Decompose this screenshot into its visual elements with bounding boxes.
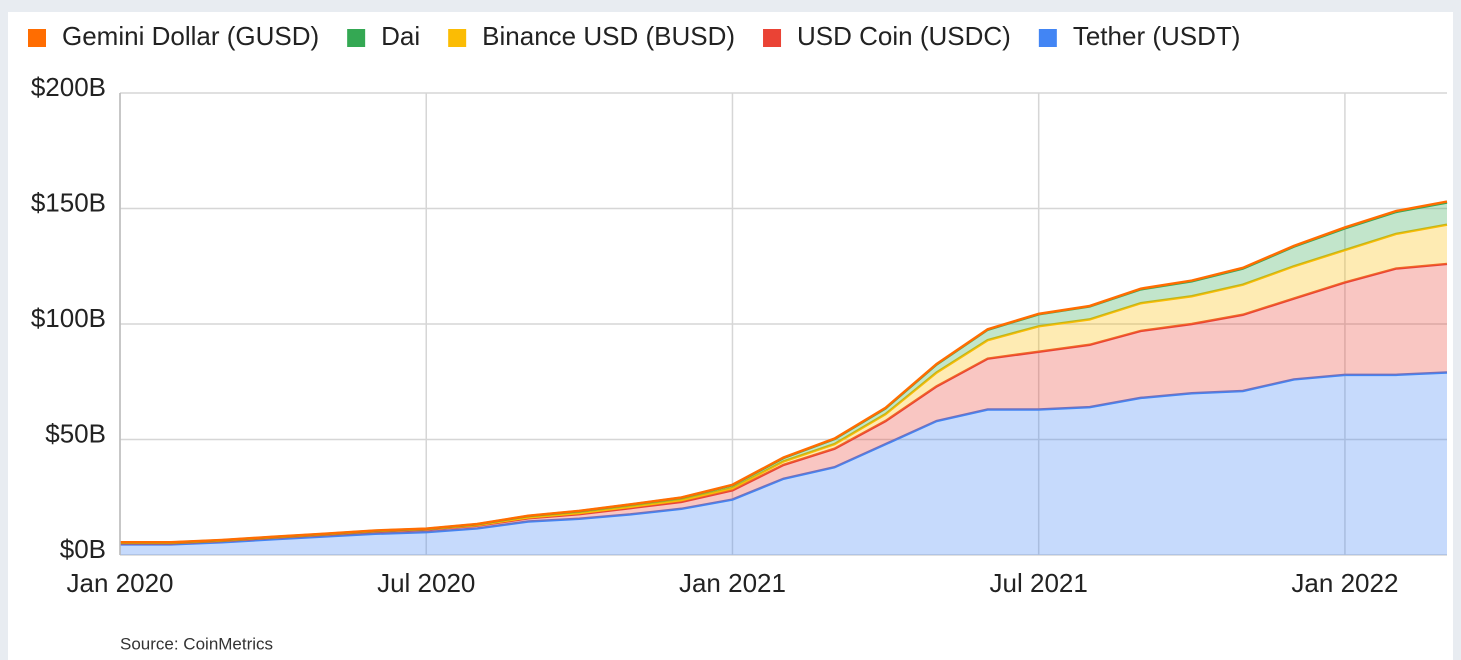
legend-swatch <box>1038 29 1057 47</box>
x-tick-label: Jan 2022 <box>1291 568 1398 598</box>
x-tick-label: Jan 2021 <box>679 568 786 598</box>
legend-swatch <box>763 29 782 47</box>
y-tick-label: $100B <box>31 303 106 333</box>
legend-swatch <box>28 29 46 47</box>
panel <box>8 12 1453 660</box>
y-tick-label: $0B <box>60 534 106 564</box>
x-tick-label: Jul 2021 <box>990 568 1088 598</box>
area <box>120 372 1447 555</box>
legend-label: Dai <box>381 21 420 51</box>
x-tick-label: Jan 2020 <box>67 568 174 598</box>
legend-swatch <box>347 29 366 47</box>
legend-label: Gemini Dollar (GUSD) <box>62 21 319 51</box>
legend-swatch <box>448 29 467 47</box>
y-tick-label: $50B <box>45 418 106 448</box>
legend-label: Binance USD (BUSD) <box>482 21 735 51</box>
legend-label: USD Coin (USDC) <box>797 21 1011 51</box>
y-tick-label: $200B <box>31 72 106 102</box>
legend-label: Tether (USDT) <box>1073 21 1241 51</box>
y-tick-label: $150B <box>31 187 106 217</box>
source-note: Source: CoinMetrics <box>120 634 273 653</box>
area-line <box>120 200 1448 544</box>
x-tick-label: Jul 2020 <box>377 568 475 598</box>
area-line <box>120 371 1448 546</box>
